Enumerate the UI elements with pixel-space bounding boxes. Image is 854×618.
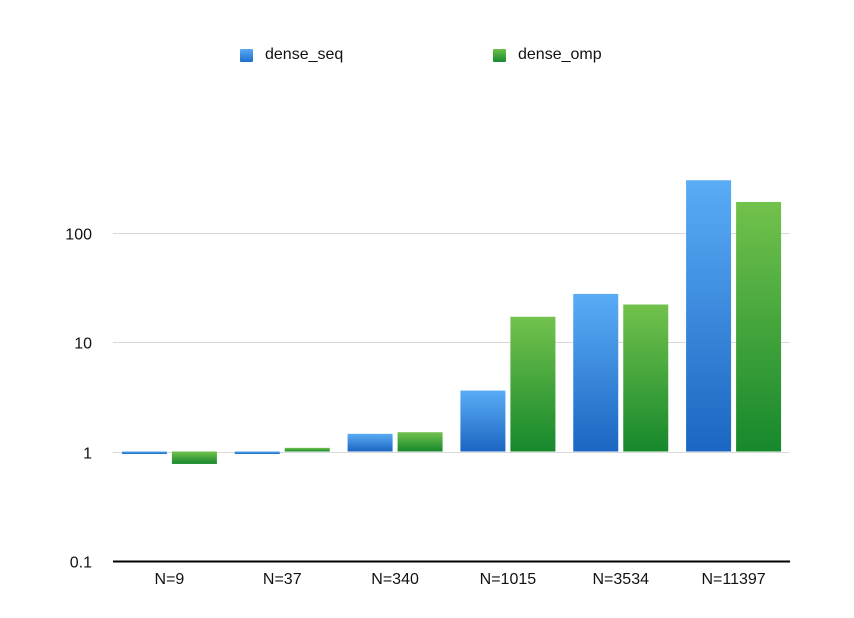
gridlines bbox=[113, 233, 790, 453]
y-tick-label: 100 bbox=[65, 227, 92, 244]
bar-dense-omp-3 bbox=[510, 316, 556, 452]
bar-dense-omp-2 bbox=[397, 432, 443, 452]
bar-dense-seq-0 bbox=[121, 451, 167, 454]
legend-item-dense-seq: dense_seq bbox=[240, 46, 343, 64]
legend-item-dense-omp: dense_omp bbox=[493, 46, 602, 64]
x-tick-label: N=3534 bbox=[593, 571, 650, 588]
legend-label-dense-seq: dense_seq bbox=[265, 46, 344, 63]
bar-dense-omp-5 bbox=[736, 201, 782, 452]
x-tick-label: N=9 bbox=[155, 571, 185, 588]
x-tick-label: N=11397 bbox=[701, 571, 765, 588]
bar-dense-omp-1 bbox=[284, 447, 330, 452]
bar-dense-seq-1 bbox=[234, 451, 280, 454]
bar-dense-omp-4 bbox=[623, 304, 669, 452]
legend-swatch-dense-seq bbox=[240, 48, 253, 62]
bars bbox=[121, 180, 782, 464]
legend-swatch-dense-omp bbox=[493, 48, 506, 62]
x-tick-label: N=1015 bbox=[480, 571, 537, 588]
legend-label-dense-omp: dense_omp bbox=[518, 46, 602, 63]
x-tick-label: N=37 bbox=[263, 571, 302, 588]
axes: 0.1 1 10 100 N=9 N=37 N=340 N=1015 N=3534 N=11397 bbox=[65, 227, 790, 588]
y-tick-label: 10 bbox=[74, 336, 92, 353]
bar-dense-seq-3 bbox=[460, 390, 506, 452]
y-tick-label: 1 bbox=[83, 446, 92, 463]
bar-dense-seq-2 bbox=[347, 433, 393, 452]
bar-dense-omp-0 bbox=[171, 451, 217, 464]
bar-dense-seq-4 bbox=[573, 293, 619, 452]
legend: dense_seq dense_omp bbox=[0, 46, 854, 70]
x-tick-label: N=340 bbox=[371, 571, 419, 588]
bar-dense-seq-5 bbox=[686, 180, 732, 452]
y-tick-label: 0.1 bbox=[70, 555, 92, 572]
